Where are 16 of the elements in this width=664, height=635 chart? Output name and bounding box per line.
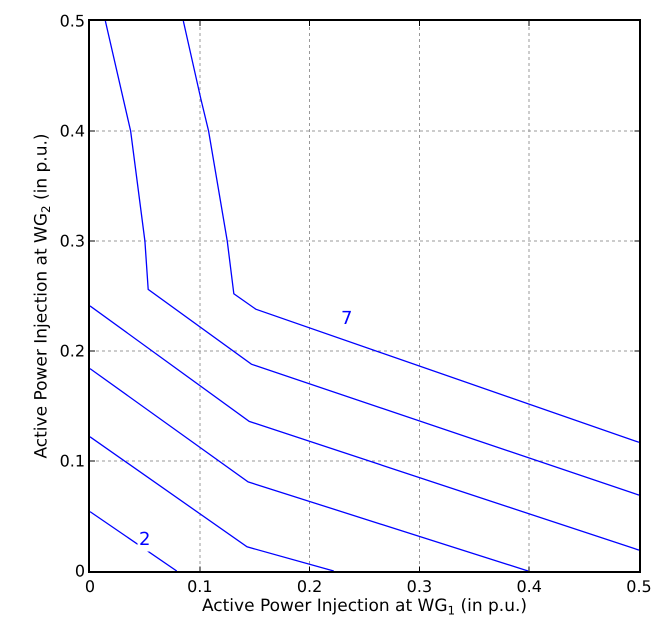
y-tick-label: 0: [74, 562, 86, 581]
y-tick-label: 0.2: [60, 342, 86, 361]
x-tick-label: 0.5: [626, 576, 652, 596]
annotation: 2: [139, 529, 150, 550]
x-tick-label: 0.3: [406, 576, 432, 596]
annotation: 7: [341, 308, 352, 329]
y-tick-label: 0.3: [60, 232, 86, 251]
x-axis-title: Active Power Injection at WG$_{1}$ (in p.u.): [202, 596, 528, 618]
x-tick-label: 0.4: [516, 576, 542, 596]
x-tick-label: 0.1: [187, 576, 213, 596]
x-tick-label: 0.2: [296, 576, 322, 596]
line-series: [182, 21, 639, 443]
y-tick-label: 0.5: [60, 12, 86, 31]
line-series: [104, 21, 639, 496]
y-tick-label: 0.1: [60, 452, 86, 471]
y-tick-label: 0.4: [60, 122, 86, 141]
